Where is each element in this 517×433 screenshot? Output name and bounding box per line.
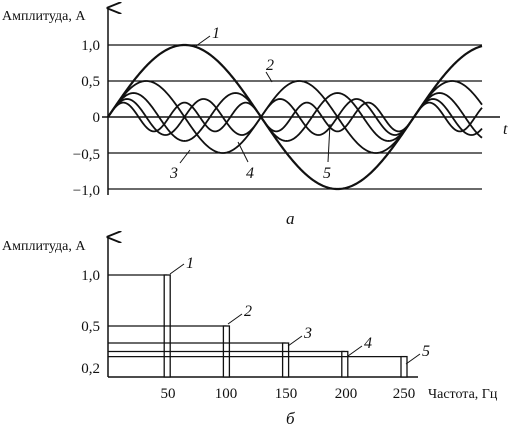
bar-1-label: 1 [186,255,194,272]
curve-3-leader [179,149,191,164]
time-domain-chart: Амплитуда, А t 1,0 0,5 0 −0,5 −1,0 1 2 3… [2,8,508,228]
bar-1-leader [169,263,185,275]
top-caption: а [286,209,295,228]
bar-5-leader [405,353,421,365]
curve-4-leader [237,141,249,163]
bar-3-leader [287,335,303,347]
bar-5-label: 5 [422,343,430,360]
bar-2-label: 2 [244,303,252,320]
curve-4-label: 4 [246,165,254,182]
spectrum-bar [341,350,349,378]
curve-2-label: 2 [266,57,274,74]
bar-4-label: 4 [364,335,372,352]
curve-1-leader [195,35,211,47]
curve-2-leader [265,71,273,83]
top-y-tick-label: −1,0 [73,183,100,199]
bottom-x-tick-label: 100 [215,386,238,402]
spectrum-bar [281,342,290,378]
bottom-x-tick-label: 200 [335,386,358,402]
bar-2-leader [227,313,243,325]
top-y-axis-label: Амплитуда, А [2,9,86,24]
bottom-x-tick-label: 150 [275,386,298,402]
top-y-tick-label: 0 [93,110,101,126]
curve-1-label: 1 [212,25,220,42]
bottom-y-tick-label: 1,0 [81,268,100,284]
harmonic-curve-5 [107,101,483,133]
curve-3-label: 3 [169,165,178,182]
bottom-x-axis-label: Частота, Гц [428,387,498,402]
bottom-x-tick-label: 50 [161,386,176,402]
bottom-y-tick-label: 0,2 [81,361,100,377]
bottom-y-tick-label: 0,5 [81,319,100,335]
top-x-axis-label: t [503,121,508,138]
spectrum-bars [108,274,408,378]
curve-5-leader [327,123,331,163]
spectrum-chart: Амплитуда, А 1,0 0,5 0,2 50 100 150 200 … [2,237,498,428]
bottom-y-axis-label: Амплитуда, А [2,239,86,254]
harmonic-curves [107,43,483,191]
spectrum-bar [400,355,408,378]
curve-5-label: 5 [323,165,331,182]
top-y-tick-label: −0,5 [73,147,100,163]
bar-4-leader [347,345,363,357]
top-y-tick-label: 1,0 [81,38,100,54]
bottom-caption: б [286,409,295,428]
top-y-tick-label: 0,5 [81,74,100,90]
bar-3-label: 3 [303,325,312,342]
top-gridlines [108,44,482,190]
bottom-x-tick-label: 250 [393,386,416,402]
